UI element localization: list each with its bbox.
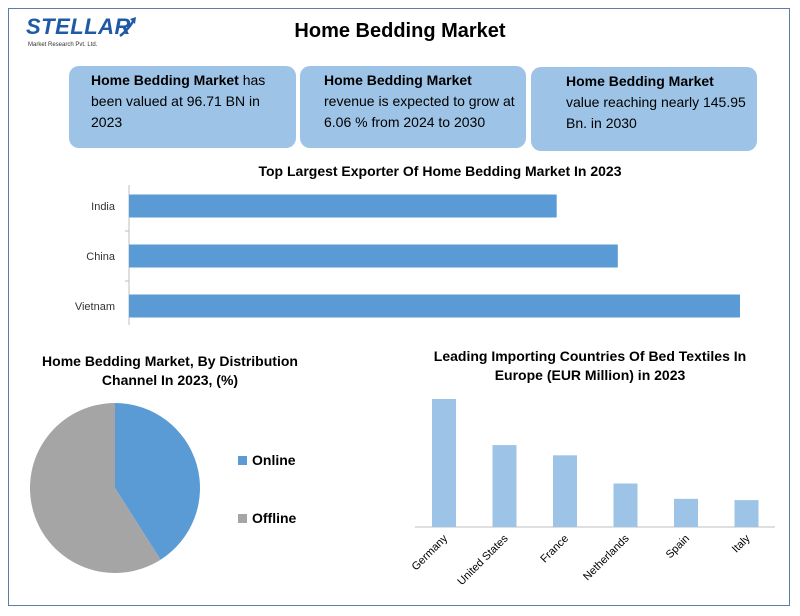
exporter-bar-china	[129, 244, 618, 268]
import-bar-spain	[674, 498, 698, 527]
import-bar-united-states	[492, 445, 517, 527]
card-2-bold: Home Bedding Market	[324, 72, 472, 88]
exporter-label-india: India	[91, 201, 116, 213]
stellar-logo: STELLAR Market Research Pvt. Ltd.	[26, 14, 136, 56]
card-1-bold: Home Bedding Market	[91, 72, 239, 88]
legend-online-swatch	[238, 455, 247, 465]
import-label-united-states: United States	[455, 532, 511, 588]
card-3-bold: Home Bedding Market	[566, 73, 714, 89]
import-bar-germany	[432, 399, 456, 527]
import-label-italy: Italy	[730, 532, 753, 555]
legend-offline-swatch	[238, 513, 247, 523]
pie-slice-online	[115, 403, 200, 560]
legend-offline-label: Offline	[252, 510, 297, 526]
importing-bar-chart: Germany United States France Netherlands Spa…	[410, 399, 775, 588]
stat-card-forecast: Home Bedding Market value reaching nearl…	[531, 67, 757, 151]
stat-card-valuation: Home Bedding Market has been valued at 9…	[69, 66, 296, 148]
import-label-spain: Spain	[664, 533, 692, 561]
legend-offline: Offline	[238, 510, 296, 526]
importing-chart-title: Leading Importing Countries Of Bed Texti…	[433, 348, 747, 383]
card-1-text: has been valued at 96.71 BN in 2023	[91, 72, 266, 130]
legend-online-label: Online	[252, 452, 296, 468]
exporter-chart-title: Top Largest Exporter Of Home Bedding Mar…	[258, 163, 622, 179]
exporter-label-vietnam: Vietnam	[75, 301, 115, 313]
import-bar-netherlands	[613, 483, 638, 527]
import-label-germany: Germany	[410, 532, 451, 573]
import-label-netherlands: Netherlands	[581, 532, 632, 583]
distribution-chart-title: Home Bedding Market, By Distribution Cha…	[42, 353, 298, 388]
exporter-bar-india	[129, 194, 557, 218]
exporter-label-china: China	[86, 251, 116, 263]
import-bar-france	[553, 455, 577, 527]
exporter-bar-chart: India China Vietnam	[75, 185, 740, 325]
import-label-france: France	[538, 533, 571, 566]
logo-tagline: Market Research Pvt. Ltd.	[28, 42, 98, 48]
pie-slice-offline	[29, 403, 161, 573]
import-bar-italy	[734, 500, 759, 527]
card-3-text: value reaching nearly 145.95 Bn. in 2030	[566, 94, 746, 131]
card-2-text: revenue is expected to grow at 6.06 % fr…	[324, 93, 515, 130]
legend-online: Online	[238, 452, 296, 468]
page-title: Home Bedding Market	[294, 20, 506, 42]
logo-arrow-icon	[119, 17, 136, 37]
logo-brand: STELLAR	[26, 14, 131, 39]
stat-card-growth: Home Bedding Market revenue is expected …	[300, 66, 526, 148]
exporter-bar-vietnam	[129, 294, 740, 318]
distribution-pie-chart	[29, 403, 200, 573]
